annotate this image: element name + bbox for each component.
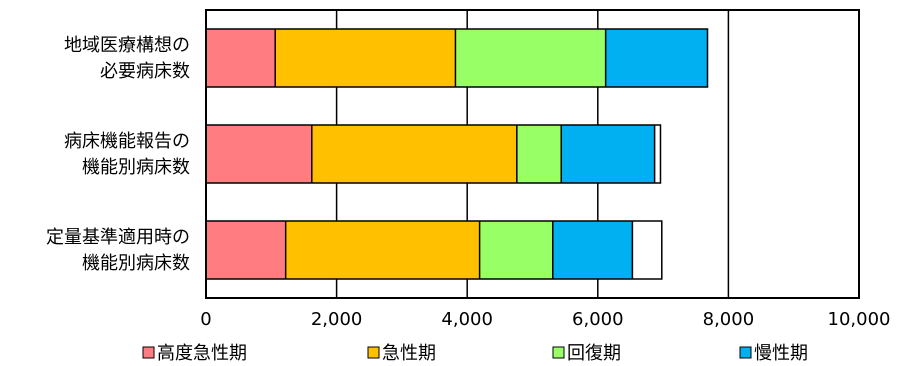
x-tick-labels: 0 2,000 4,000 6,000 8,000 10,000 bbox=[200, 309, 890, 330]
bars bbox=[205, 28, 709, 280]
bar-segment bbox=[285, 221, 480, 279]
x-tick-label: 0 bbox=[200, 309, 211, 330]
x-tick-label: 10,000 bbox=[828, 309, 891, 330]
bar-segment bbox=[516, 125, 562, 183]
plot-area-border bbox=[205, 9, 860, 299]
category-label: 地域医療構想の必要病床数 bbox=[64, 35, 190, 82]
legend-label: 慢性期 bbox=[754, 343, 808, 364]
bar-segment bbox=[206, 29, 276, 87]
bar-segment bbox=[455, 29, 606, 87]
bar-segment bbox=[561, 125, 655, 183]
legend-swatch bbox=[367, 346, 380, 359]
legend-swatch bbox=[142, 346, 155, 359]
bar-segment bbox=[275, 29, 456, 87]
category-label: 定量基準適用時の機能別病床数 bbox=[46, 227, 190, 274]
category-label: 病床機能報告の機能別病床数 bbox=[64, 131, 190, 178]
bar-segment bbox=[552, 221, 633, 279]
x-tick-label: 8,000 bbox=[703, 309, 755, 330]
legend-label: 高度急性期 bbox=[157, 343, 247, 364]
bar-segment bbox=[632, 221, 662, 279]
legend-swatch bbox=[739, 346, 752, 359]
x-tick-label: 4,000 bbox=[441, 309, 493, 330]
legend-label: 回復期 bbox=[567, 343, 621, 364]
bar-segment bbox=[479, 221, 553, 279]
bar-segment bbox=[605, 29, 708, 87]
legend: 高度急性期 急性期 回復期 慢性期 bbox=[142, 343, 808, 364]
legend-label: 急性期 bbox=[382, 343, 436, 364]
legend-swatch bbox=[552, 346, 565, 359]
bar-segment bbox=[206, 221, 286, 279]
plot-frame bbox=[205, 9, 860, 299]
x-tick-label: 2,000 bbox=[311, 309, 363, 330]
bar-segment bbox=[654, 125, 661, 183]
bar-segment bbox=[206, 125, 312, 183]
bar-segment bbox=[311, 125, 517, 183]
x-tick-label: 6,000 bbox=[572, 309, 624, 330]
